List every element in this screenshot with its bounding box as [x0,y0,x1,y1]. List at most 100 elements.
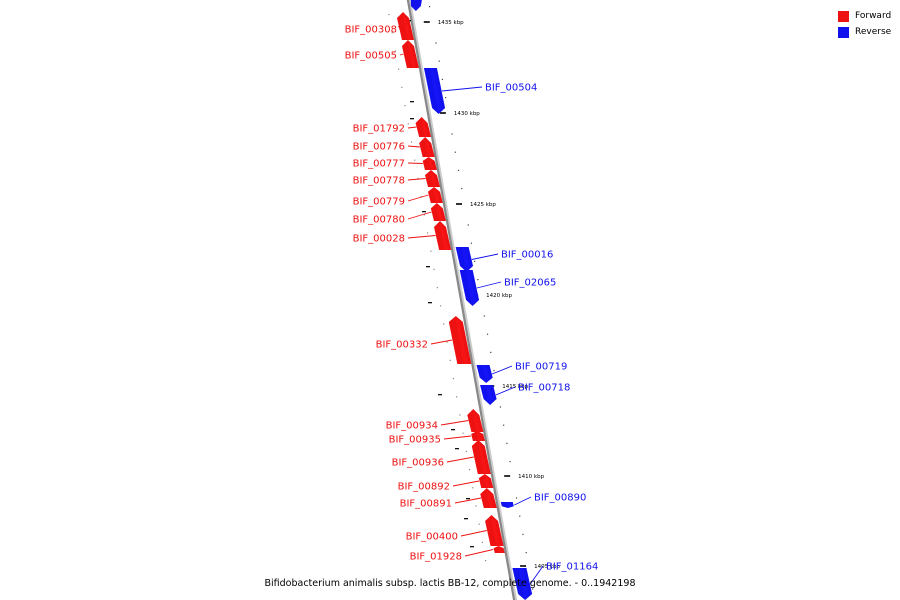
track-dot [391,32,393,34]
track-dot [443,323,445,325]
scale-minor-tick [457,169,460,171]
gene-leader-line [407,211,432,220]
gene-bif-00890[interactable]: BIF_00890 [500,493,587,509]
track-dot [423,214,426,216]
scale-minor-tick [467,224,469,226]
scale-minor-tick [461,188,463,190]
gene-label[interactable]: BIF_00777 [353,159,405,170]
gene-leader-line [440,420,469,426]
track-marker [464,518,468,520]
gene-bif-00308[interactable]: BIF_00308 [345,12,414,40]
gene-bif-00504[interactable]: BIF_00504 [423,68,537,114]
gene-label[interactable]: BIF_00892 [398,482,450,493]
gene-bif-00892[interactable]: BIF_00892 [398,474,494,493]
gene-arrow-highlight [433,188,440,203]
gene-bif-00718[interactable]: BIF_00718 [480,383,570,406]
gene-bif-00016[interactable]: BIF_00016 [455,247,554,272]
axis-layer [406,0,518,600]
scale-minor-tick [532,588,534,590]
gene-label[interactable]: BIF_00780 [353,215,405,226]
gene-bif-00777[interactable]: BIF_00777 [353,157,437,170]
track-dot [394,50,397,52]
gene-leader-line [464,549,494,557]
gene-label[interactable]: BIF_00308 [345,25,397,36]
gene-label[interactable]: BIF_00935 [389,435,441,446]
legend-item-forward: Forward [838,8,891,24]
gene-arrow-highlight [490,516,501,546]
track-dot [472,487,474,489]
track-dot [388,14,390,16]
genome-axis-shadow [407,0,518,600]
gene-arrow-highlight [476,432,482,441]
scale-minor-tick [490,351,492,353]
gene-label[interactable]: BIF_00504 [485,83,537,94]
gene-bif-01164[interactable]: BIF_01164 [512,562,598,600]
gene-bif-00719[interactable]: BIF_00719 [476,362,568,384]
track-dot [446,341,448,343]
track-dot [404,105,406,107]
scale-ticks-layer: 1435 kbp 1430 kbp 1425 kbp 1420 kbp 1415 kbp… [388,6,561,590]
track-dot [433,268,435,270]
gene-leader-line [441,86,483,92]
gene-bif-02065[interactable]: BIF_02065 [459,270,557,306]
gene-leader-line [495,386,516,396]
gene-label[interactable]: BIF_00400 [406,532,458,543]
gene-label[interactable]: BIF_00505 [345,51,397,62]
gene-label[interactable]: BIF_00778 [353,176,405,187]
track-dot [436,287,438,289]
gene-bif-00934[interactable]: BIF_00934 [386,409,484,432]
legend-label-reverse: Reverse [855,27,892,37]
gene-label[interactable]: BIF_00016 [501,250,553,261]
gene-bif-01792[interactable]: BIF_01792 [353,117,432,137]
gene-bif-00780[interactable]: BIF_00780 [353,203,447,226]
scale-minor-tick [486,333,489,335]
gene-label[interactable]: BIF_00776 [353,142,405,153]
gene-bif-00935[interactable]: BIF_00935 [389,431,485,446]
gene-leader-line [407,162,423,164]
gene-bif-00779[interactable]: BIF_00779 [353,187,443,208]
gene-label[interactable]: BIF_00936 [392,458,444,469]
gene-label[interactable]: BIF_00028 [353,234,405,245]
gene-label[interactable]: BIF_00719 [515,362,567,373]
scale-minor-tick [438,60,440,62]
scale-minor-tick [474,260,476,262]
gene-label[interactable]: BIF_00718 [518,383,570,394]
gene-leader-line [452,480,480,487]
gene-bif-01928[interactable]: BIF_01928 [410,546,505,563]
gene-label[interactable]: BIF_00934 [386,421,438,432]
track-dot [468,469,471,471]
track-dot [462,432,464,434]
gene-bif-00332[interactable]: BIF_00332 [376,316,472,364]
gene-bif-00776[interactable]: BIF_00776 [353,137,435,157]
gene-label[interactable]: BIF_00890 [534,493,586,504]
track-dot [481,541,484,543]
gene-arrow-highlight [498,547,503,553]
gene-bif-00505[interactable]: BIF_00505 [345,40,419,68]
track-dot [407,123,409,125]
legend-label-forward: Forward [855,11,892,21]
gene-label[interactable]: BIF_01164 [546,562,598,573]
gene-leader-line [407,178,426,181]
gene-label[interactable]: BIF_00779 [353,197,405,208]
gene-leader-line [446,456,474,463]
scale-minor-tick [503,424,505,426]
gene-bif-00891[interactable]: BIF_00891 [400,488,497,510]
gene-label[interactable]: BIF_00332 [376,340,428,351]
track-dot [485,560,487,562]
track-marker [428,302,432,304]
scale-minor-tick [428,6,431,8]
track-dot [427,232,429,234]
gene-arrow-highlight [430,171,437,187]
gene-label[interactable]: BIF_02065 [504,278,556,289]
gene-label[interactable]: BIF_01792 [353,124,405,135]
gene-arrow-highlight [486,489,494,508]
scale-minor-tick [435,42,437,44]
gene-label[interactable]: BIF_01928 [410,552,462,563]
gene-bif-00400[interactable]: BIF_00400 [406,515,504,546]
gene-label[interactable]: BIF_00891 [400,499,452,510]
gene-bif-00028[interactable]: BIF_00028 [353,221,452,250]
gene-bif-00778[interactable]: BIF_00778 [353,170,440,187]
track-dot [398,68,400,70]
gene-bif-00936[interactable]: BIF_00936 [392,440,491,474]
gene-arrow-highlight [506,502,511,507]
